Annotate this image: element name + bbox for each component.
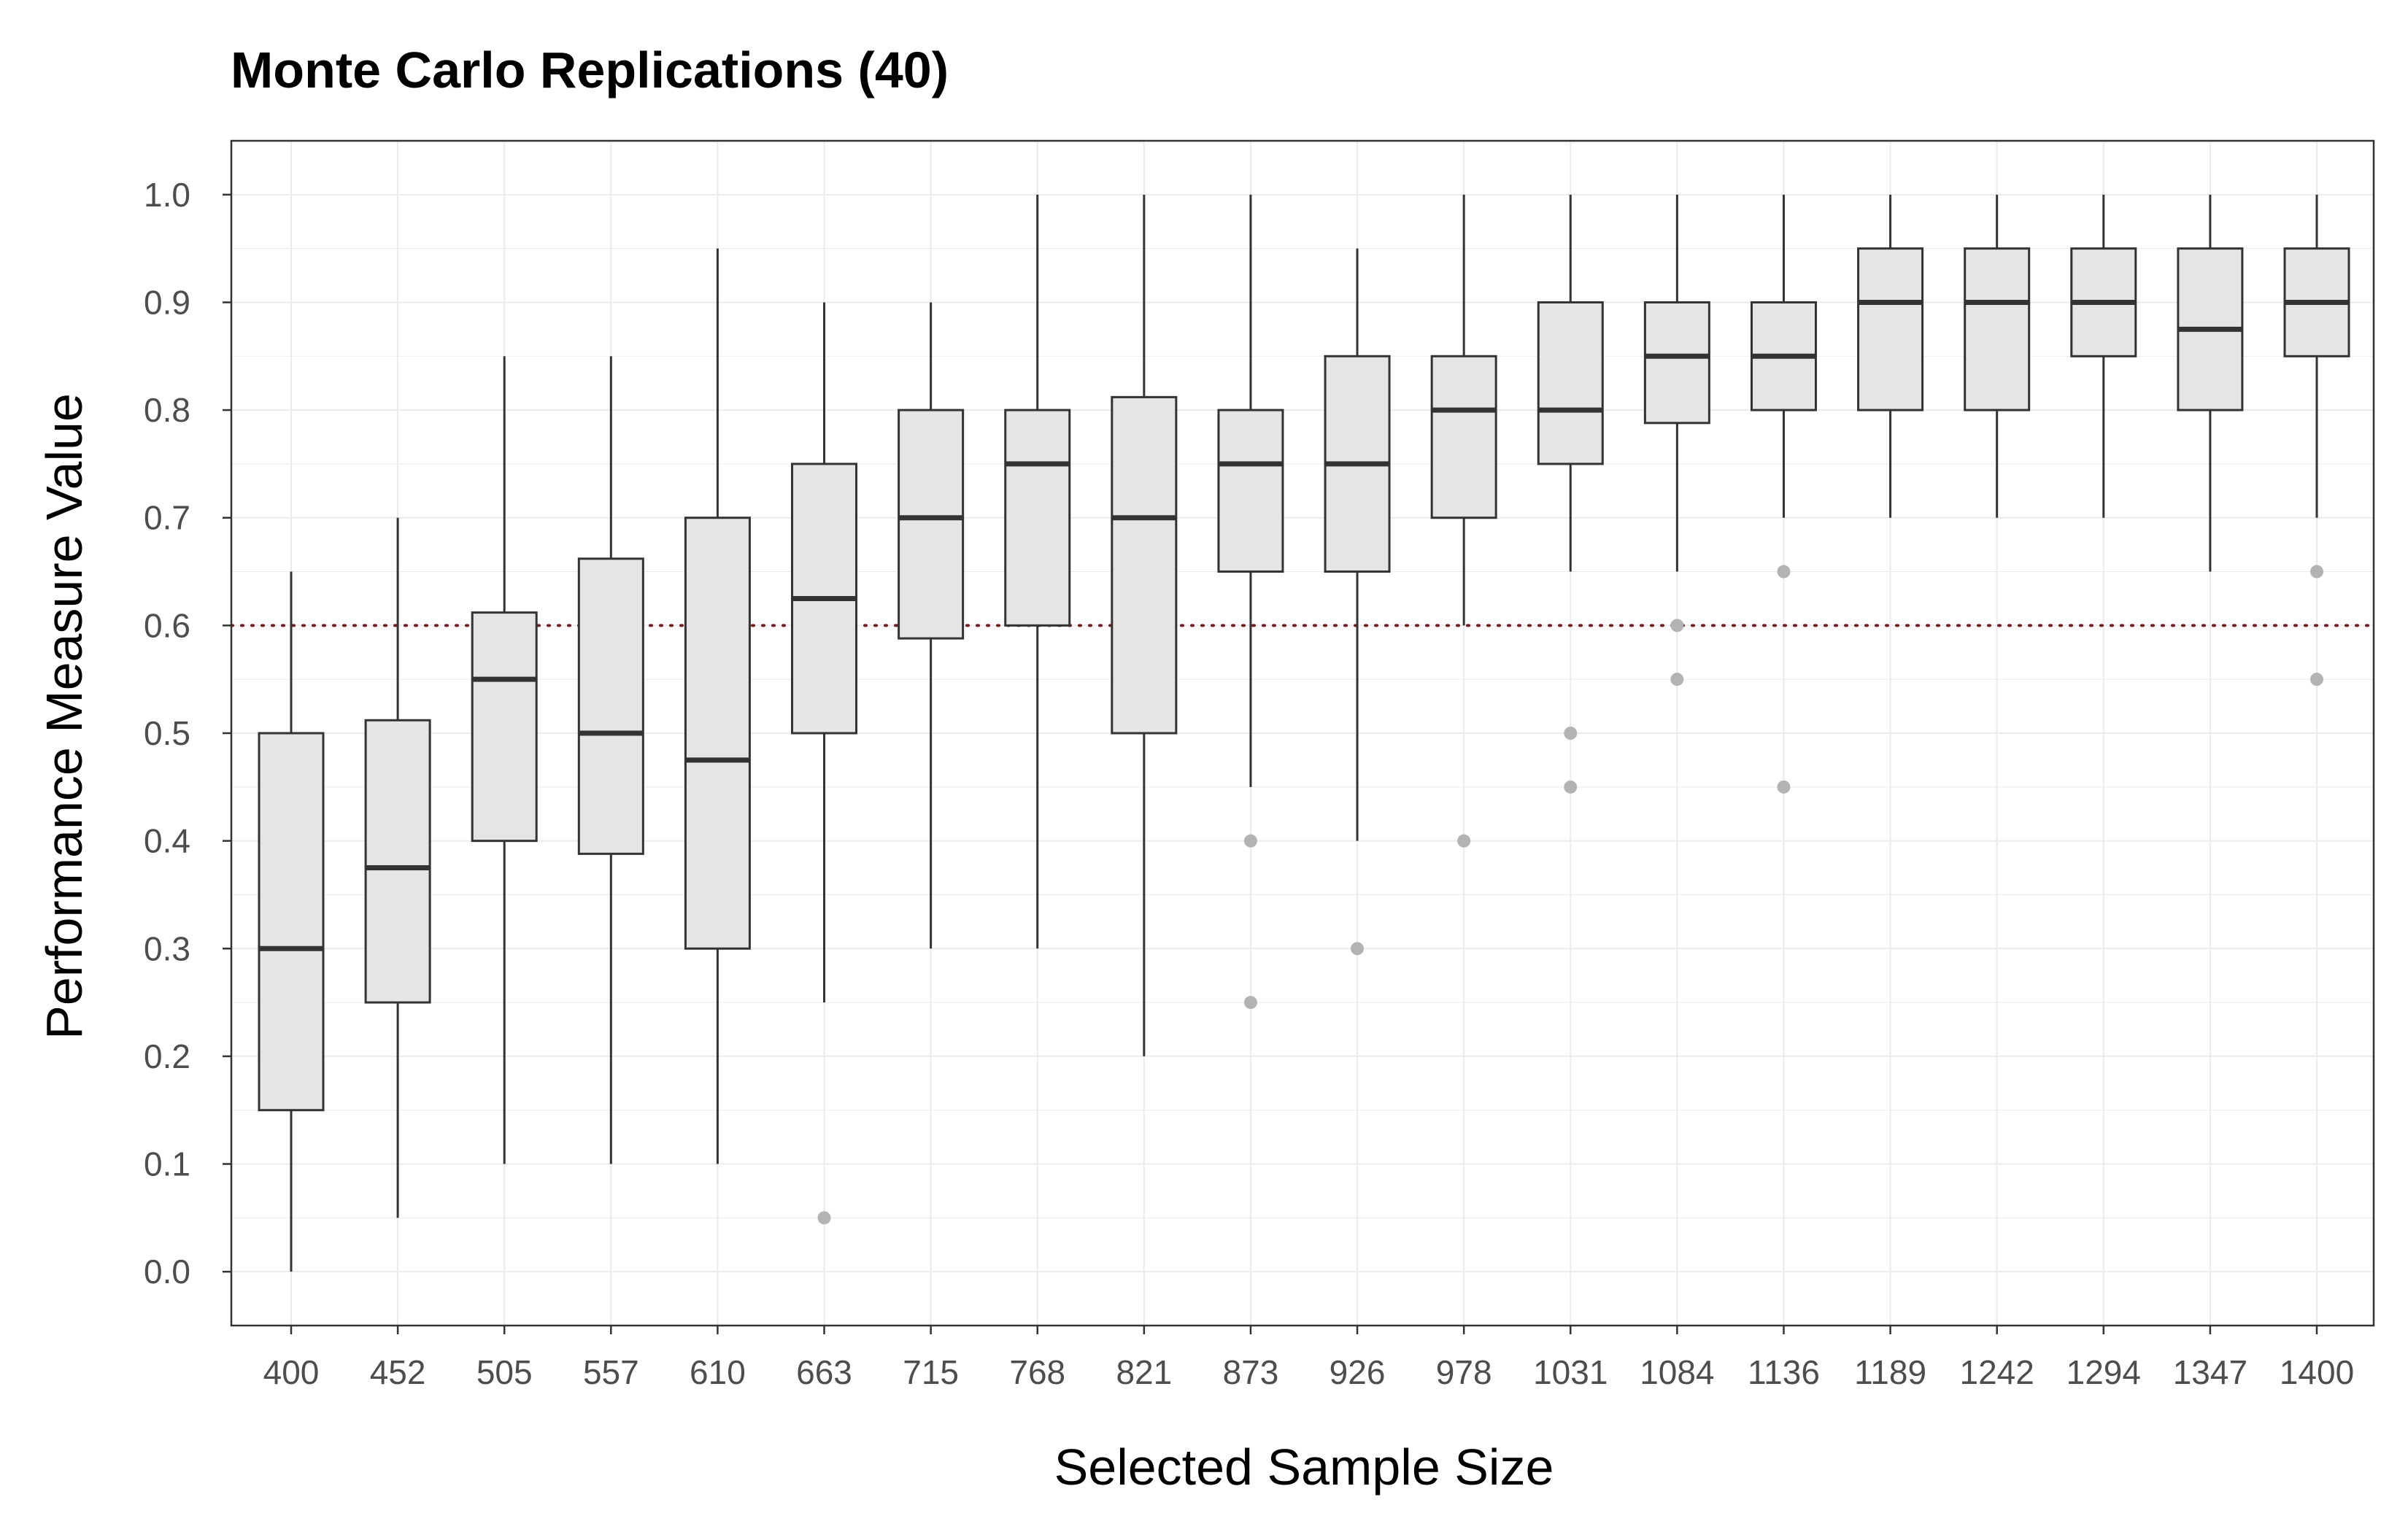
y-tick-label: 0.1 (144, 1145, 190, 1183)
iqr-box (258, 732, 325, 1112)
outlier-point (1243, 834, 1257, 848)
box-group-768 (1004, 194, 1071, 949)
box-group-663 (791, 302, 858, 1225)
iqr-box (1964, 247, 2031, 411)
iqr-box (1430, 355, 1497, 519)
x-tick-label: 1242 (1960, 1353, 2034, 1391)
y-tick-label: 0.5 (144, 714, 190, 752)
x-tick-label: 505 (476, 1353, 533, 1391)
x-tick-label: 821 (1116, 1353, 1172, 1391)
x-tick-label: 1400 (2280, 1353, 2354, 1391)
x-tick-label: 557 (583, 1353, 639, 1391)
x-tick-label: 1031 (1533, 1353, 1608, 1391)
box-group-1084 (1643, 194, 1710, 686)
box-group-1347 (2177, 194, 2244, 572)
x-tick-label: 1084 (1640, 1353, 1714, 1391)
y-tick-label: 0.4 (144, 822, 190, 860)
box-group-1242 (1964, 194, 2031, 518)
x-tick-label: 978 (1436, 1353, 1492, 1391)
x-tick-label: 1189 (1854, 1353, 1926, 1391)
outlier-point (1777, 780, 1791, 794)
y-tick-label: 0.6 (144, 606, 190, 644)
box-group-926 (1324, 248, 1391, 956)
x-tick-label: 1294 (2067, 1353, 2141, 1391)
x-tick-label: 610 (690, 1353, 746, 1391)
grid-layer (231, 141, 2374, 1326)
outlier-point (817, 1211, 831, 1225)
outlier-point (1564, 727, 1578, 740)
iqr-box (364, 719, 431, 1004)
y-tick-label: 0.9 (144, 283, 190, 321)
panel-border (230, 139, 2375, 1327)
iqr-box (1857, 247, 1924, 411)
outlier-point (1457, 834, 1471, 848)
iqr-box (1643, 301, 1710, 425)
box-group-1400 (2283, 194, 2350, 686)
iqr-box (471, 611, 538, 843)
outlier-point (1351, 942, 1365, 956)
x-axis-label: Selected Sample Size (1054, 1439, 1554, 1496)
box-group-452 (364, 517, 431, 1218)
box-group-557 (577, 356, 644, 1164)
outlier-point (1564, 780, 1578, 794)
iqr-box (1537, 301, 1604, 465)
y-tick-label: 0.2 (144, 1037, 190, 1075)
box-group-610 (684, 248, 751, 1164)
box-group-715 (898, 302, 965, 949)
box-layer (258, 194, 2350, 1272)
x-tick-label: 926 (1330, 1353, 1386, 1391)
x-tick-label: 1136 (1748, 1353, 1820, 1391)
y-tick-label: 0.0 (144, 1253, 190, 1291)
chart-title: Monte Carlo Replications (40) (231, 42, 949, 98)
outlier-point (1243, 996, 1257, 1010)
x-tick-label: 715 (903, 1353, 959, 1391)
outlier-point (2310, 673, 2323, 686)
box-group-505 (471, 356, 538, 1164)
x-tick-label: 873 (1223, 1353, 1279, 1391)
iqr-box (577, 557, 644, 855)
iqr-box (898, 409, 965, 640)
x-tick-label: 768 (1009, 1353, 1065, 1391)
box-group-400 (258, 571, 325, 1272)
box-group-873 (1217, 194, 1284, 1010)
x-tick-label: 452 (370, 1353, 426, 1391)
outlier-point (1670, 673, 1684, 686)
y-tick-label: 0.8 (144, 391, 190, 429)
box-group-1294 (2070, 194, 2137, 518)
box-group-978 (1430, 194, 1497, 848)
box-group-821 (1111, 194, 1178, 1056)
outlier-point (1777, 565, 1791, 579)
box-group-1136 (1750, 194, 1817, 794)
y-axis-label: Performance Measure Value (36, 393, 93, 1040)
y-tick-label: 1.0 (144, 176, 190, 214)
x-tick-label: 1347 (2173, 1353, 2247, 1391)
iqr-box (1004, 409, 1071, 627)
iqr-box (1217, 409, 1284, 573)
outlier-point (2310, 565, 2323, 579)
y-tick-label: 0.7 (144, 499, 190, 537)
iqr-box (1111, 395, 1178, 735)
x-tick-label: 400 (263, 1353, 320, 1391)
iqr-box (684, 517, 751, 950)
y-tick-label: 0.3 (144, 929, 190, 967)
box-group-1189 (1857, 194, 1924, 518)
box-group-1031 (1537, 194, 1604, 794)
tick-layer: 0.0 0.1 0.2 0.3 0.4 0.5 0.6 0.7 0.8 0.9 1.0 400 452 5… (144, 176, 2354, 1391)
outlier-point (1670, 619, 1684, 632)
x-tick-label: 663 (796, 1353, 852, 1391)
